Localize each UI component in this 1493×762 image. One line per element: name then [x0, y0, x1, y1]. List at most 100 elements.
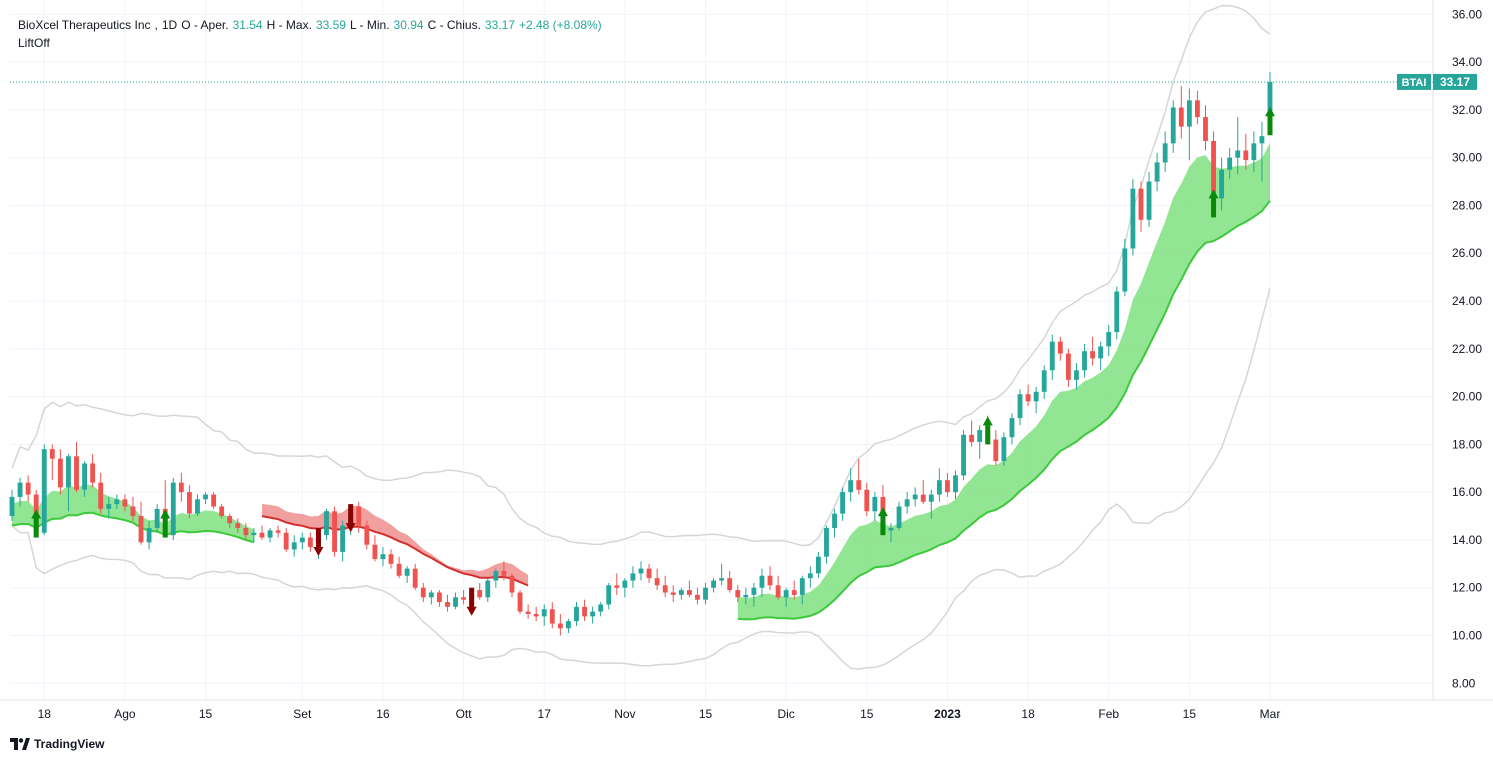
- candle-body: [977, 430, 983, 442]
- candle-body: [146, 527, 152, 543]
- candle-body: [1074, 370, 1079, 380]
- x-tick-label: 15: [699, 707, 713, 721]
- candle-body: [703, 587, 708, 600]
- ticker-tag-label: BTAI: [1402, 77, 1427, 89]
- candle-body: [525, 611, 531, 614]
- sell-arrow-shaft: [348, 504, 354, 525]
- candle-body: [751, 587, 757, 595]
- indicator-name[interactable]: LiftOff: [18, 36, 50, 50]
- candle-body: [436, 592, 442, 603]
- candle-body: [953, 475, 958, 493]
- candle-body: [428, 592, 434, 598]
- candle-body: [364, 525, 370, 545]
- candle-body: [283, 532, 289, 550]
- buy-arrow-shaft: [162, 517, 168, 538]
- buy-arrow-icon: [982, 416, 993, 426]
- candle-body: [211, 494, 217, 507]
- buy-arrow-shaft: [1267, 115, 1273, 136]
- candle-body: [380, 554, 386, 560]
- tradingview-logo[interactable]: TradingView: [10, 737, 104, 751]
- low-value: 30.94: [393, 18, 424, 32]
- candle-body: [1211, 140, 1216, 199]
- candle-body: [74, 456, 79, 490]
- bollinger-lower: [11, 288, 1271, 670]
- symbol-name[interactable]: BioXcel Therapeutics Inc: [18, 18, 151, 32]
- y-tick-label: 36.00: [1452, 7, 1482, 21]
- candle-body: [41, 449, 47, 533]
- x-tick-label: 15: [199, 707, 213, 721]
- change-value: +2.48 (+8.08%): [518, 18, 602, 32]
- interval-label[interactable]: 1D: [161, 18, 178, 32]
- buy-arrow-icon: [1208, 189, 1219, 199]
- candle-body: [1178, 107, 1184, 127]
- candle-body: [840, 492, 846, 514]
- candle-body: [485, 580, 491, 598]
- candle-body: [90, 463, 96, 483]
- candle-body: [195, 499, 200, 514]
- candle-body: [686, 590, 692, 595]
- candle-body: [388, 554, 394, 564]
- candle-body: [993, 439, 999, 462]
- candle-body: [235, 523, 241, 528]
- ticker-tag: [1397, 73, 1431, 90]
- candle-body: [275, 530, 281, 533]
- candle-body: [743, 594, 749, 598]
- candle-body: [227, 516, 233, 524]
- candle-body: [219, 506, 225, 517]
- high-label: H - Max.: [266, 18, 312, 32]
- candle-body: [848, 480, 854, 493]
- candle-body: [114, 499, 120, 505]
- y-tick-label: 24.00: [1452, 294, 1482, 308]
- candle-body: [598, 604, 604, 612]
- candle-body: [541, 609, 547, 617]
- candle-body: [1041, 370, 1047, 392]
- candle-body: [453, 597, 458, 607]
- candle-body: [928, 494, 934, 502]
- candle-body: [872, 496, 878, 512]
- candle-body: [775, 585, 781, 598]
- candle-body: [662, 585, 668, 593]
- x-tick-label: 18: [1021, 707, 1035, 721]
- y-tick-label: 22.00: [1452, 342, 1482, 356]
- candle-body: [1033, 391, 1039, 402]
- liftoff-bear-line: [261, 515, 529, 587]
- candle-body: [299, 537, 305, 543]
- candle-body: [969, 434, 975, 442]
- candle-body: [186, 492, 192, 514]
- candle-body: [896, 506, 902, 528]
- candle-body: [259, 532, 265, 538]
- buy-arrow-icon: [160, 509, 171, 519]
- candle-body: [340, 525, 346, 552]
- y-tick-label: 30.00: [1452, 151, 1482, 165]
- y-tick-label: 34.00: [1452, 55, 1482, 69]
- candle-body: [1065, 353, 1071, 380]
- buy-arrow-shaft: [985, 424, 991, 445]
- candle-body: [501, 570, 507, 576]
- x-tick-label: Mar: [1260, 707, 1281, 721]
- candle-body: [904, 499, 910, 507]
- candle-body: [1098, 346, 1104, 359]
- buy-arrow-icon: [31, 509, 42, 519]
- x-tick-label: Feb: [1098, 707, 1119, 721]
- x-tick-label: Set: [293, 707, 312, 721]
- tradingview-logo-icon: [10, 738, 30, 750]
- candle-body: [654, 578, 660, 586]
- candle-body: [1203, 117, 1208, 141]
- candle-body: [307, 537, 313, 548]
- buy-arrow-shaft: [880, 515, 886, 536]
- candle-body: [1106, 332, 1112, 347]
- candle-body: [445, 602, 450, 607]
- candle-body: [1001, 437, 1007, 462]
- candle-body: [945, 480, 950, 493]
- y-tick-label: 18.00: [1452, 437, 1482, 451]
- price-tag: [1433, 73, 1477, 90]
- candle-body: [727, 578, 733, 591]
- candle-body: [646, 568, 652, 579]
- candle-body: [767, 575, 773, 586]
- candle-body: [404, 568, 410, 576]
- y-tick-label: 10.00: [1452, 628, 1482, 642]
- y-tick-label: 28.00: [1452, 198, 1482, 212]
- liftoff-bull-line: [11, 511, 255, 544]
- candle-body: [178, 482, 184, 493]
